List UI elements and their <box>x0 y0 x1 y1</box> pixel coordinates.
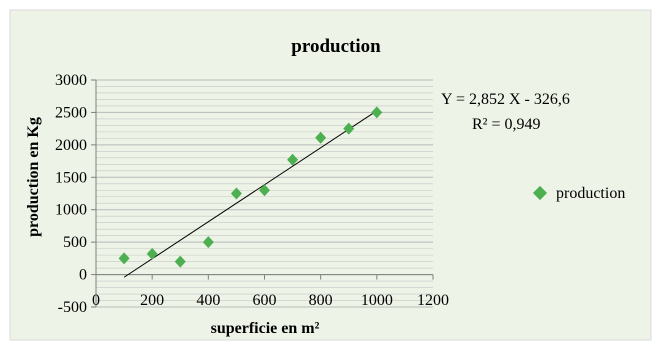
y-tick-label: 2500 <box>55 104 87 121</box>
y-tick-label: 2000 <box>55 137 87 154</box>
axes <box>91 79 434 308</box>
chart-title: production <box>291 36 381 57</box>
y-tick-label: 3000 <box>55 72 87 89</box>
x-tick-label: 1200 <box>417 292 449 309</box>
tick-labels: 0 200 400 600 800 1000 1200 -500 0 500 1000 1500 200… <box>55 72 449 316</box>
data-point <box>343 122 355 135</box>
legend: production <box>532 185 625 202</box>
trendline-r-squared: R² = 0,949 <box>472 116 541 133</box>
data-point <box>118 252 130 265</box>
data-points <box>118 106 383 268</box>
x-tick-label: 1000 <box>361 292 393 309</box>
data-point <box>202 236 214 249</box>
data-point <box>230 187 242 200</box>
x-tick-label: 0 <box>92 292 100 309</box>
y-tick-label: 0 <box>79 267 87 284</box>
data-point <box>371 106 383 119</box>
trendline-equation: Y = 2,852 X - 326,6 <box>441 91 570 108</box>
y-tick-label: 500 <box>63 234 87 251</box>
data-point <box>174 255 186 268</box>
y-axis-label: production en Kg <box>25 117 42 237</box>
x-axis-label: superficie en m² <box>211 320 320 337</box>
data-point <box>259 184 270 197</box>
legend-label-production: production <box>556 185 625 202</box>
x-tick-label: 600 <box>253 292 277 309</box>
x-tick-label: 200 <box>140 292 164 309</box>
x-tick-label: 800 <box>309 292 333 309</box>
trendline <box>123 110 378 278</box>
data-point <box>287 153 299 166</box>
data-point <box>315 131 327 144</box>
data-point <box>146 247 158 260</box>
chart-background <box>9 9 652 341</box>
y-tick-label: 1500 <box>55 169 87 186</box>
legend-marker-production <box>532 185 548 201</box>
y-tick-label: 1000 <box>55 202 87 219</box>
y-tick-label: -500 <box>58 299 87 316</box>
x-tick-label: 400 <box>196 292 220 309</box>
trendline-group <box>123 110 378 278</box>
